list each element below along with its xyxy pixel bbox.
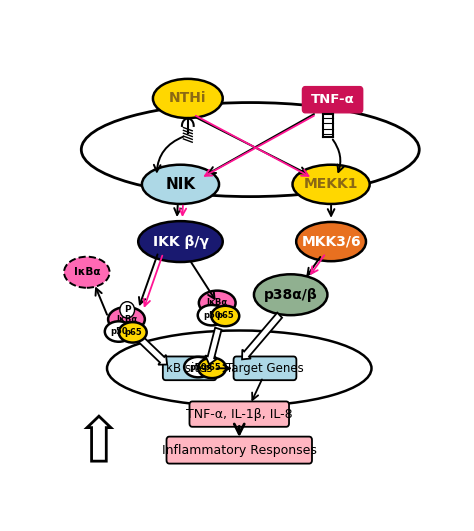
FancyBboxPatch shape — [302, 87, 363, 113]
Text: p38α/β: p38α/β — [264, 288, 318, 302]
Text: MKK3/6: MKK3/6 — [301, 235, 361, 249]
Ellipse shape — [138, 221, 223, 262]
Text: IKK β/γ: IKK β/γ — [153, 235, 209, 249]
FancyArrow shape — [87, 416, 111, 461]
Ellipse shape — [153, 79, 223, 118]
Ellipse shape — [184, 357, 212, 378]
Circle shape — [120, 302, 135, 318]
Text: TNF-α: TNF-α — [310, 93, 355, 106]
Text: p50: p50 — [110, 327, 128, 336]
Text: p65: p65 — [203, 363, 221, 372]
Text: IκBα: IκBα — [73, 267, 100, 277]
Ellipse shape — [292, 165, 370, 204]
Text: MEKK1: MEKK1 — [304, 177, 358, 191]
Text: Inflammatory Responses: Inflammatory Responses — [162, 443, 317, 457]
Ellipse shape — [119, 322, 146, 342]
Text: TNF-α, IL-1β, IL-8: TNF-α, IL-1β, IL-8 — [186, 408, 292, 421]
Ellipse shape — [198, 305, 226, 326]
Text: P: P — [124, 305, 130, 314]
FancyBboxPatch shape — [166, 436, 312, 464]
FancyArrow shape — [136, 334, 167, 365]
Text: Target Genes: Target Genes — [226, 362, 304, 375]
FancyArrow shape — [242, 313, 282, 359]
FancyBboxPatch shape — [234, 356, 296, 380]
Text: p65: p65 — [217, 312, 234, 321]
Text: IκBα: IκBα — [116, 315, 137, 324]
Ellipse shape — [198, 358, 226, 378]
Ellipse shape — [211, 306, 239, 326]
Text: p50: p50 — [203, 311, 220, 320]
Ellipse shape — [254, 275, 328, 315]
Text: p50: p50 — [189, 363, 207, 372]
Text: NIK: NIK — [165, 177, 196, 192]
FancyArrow shape — [205, 328, 221, 364]
FancyBboxPatch shape — [190, 401, 289, 427]
Text: p65: p65 — [124, 328, 142, 337]
FancyArrowPatch shape — [154, 136, 183, 172]
Ellipse shape — [142, 165, 219, 204]
Text: κB sites: κB sites — [166, 362, 213, 375]
Ellipse shape — [108, 307, 145, 331]
Ellipse shape — [64, 256, 109, 288]
Text: IκBα: IκBα — [207, 298, 228, 307]
FancyBboxPatch shape — [163, 356, 217, 380]
Text: NTHi: NTHi — [169, 91, 207, 106]
Ellipse shape — [296, 222, 366, 261]
Ellipse shape — [105, 321, 133, 342]
Ellipse shape — [199, 290, 236, 315]
FancyArrowPatch shape — [333, 140, 344, 172]
